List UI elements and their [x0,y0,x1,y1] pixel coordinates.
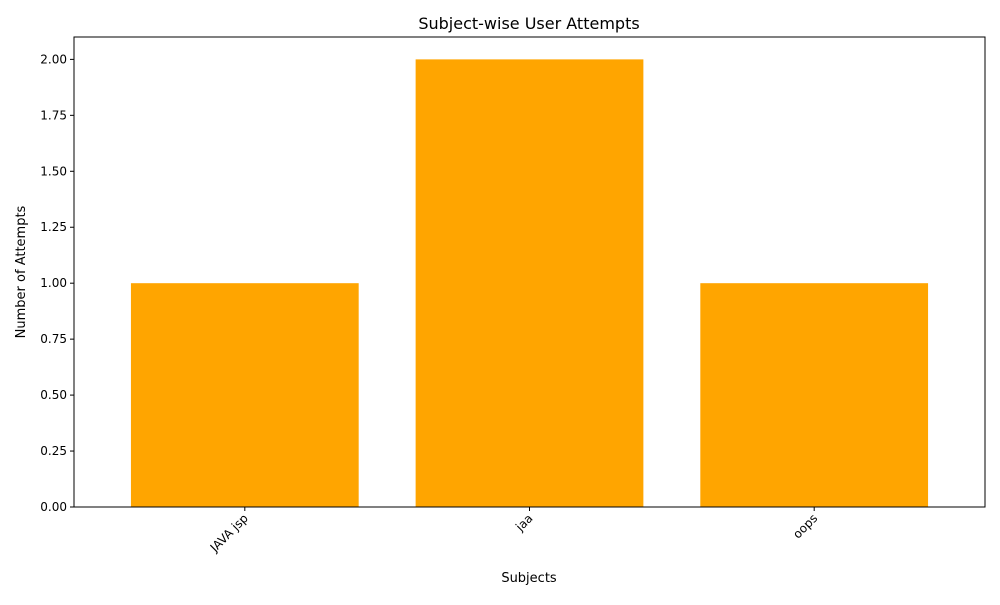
y-tick-label: 0.75 [40,332,67,346]
y-tick-label: 2.00 [40,52,67,66]
bar-java-jsp [130,283,359,507]
y-tick-label: 0.25 [40,444,67,458]
x-axis-label: Subjects [501,571,557,586]
plot-frame [73,36,986,508]
y-tick-label: 1.50 [40,164,67,178]
y-tick-label: 1.00 [40,276,67,290]
bars-group [130,59,929,507]
bar-jaa [415,59,644,507]
chart-title: Subject-wise User Attempts [418,14,639,33]
x-tick-label: JAVA jsp [207,511,251,555]
x-tick-label: jaa [512,511,535,534]
x-tick-label: oops [790,511,820,541]
x-axis-ticks: JAVA jsp jaa oops [207,507,820,555]
bar-oops [700,283,929,507]
y-axis-label: Number of Attempts [14,205,29,338]
y-tick-label: 1.25 [40,220,67,234]
y-axis-ticks: 0.00 0.25 0.50 0.75 1.00 1.25 1.50 1.75 2.00 [40,52,74,514]
y-tick-label: 0.00 [40,500,67,514]
y-tick-label: 1.75 [40,108,67,122]
y-tick-label: 0.50 [40,388,67,402]
